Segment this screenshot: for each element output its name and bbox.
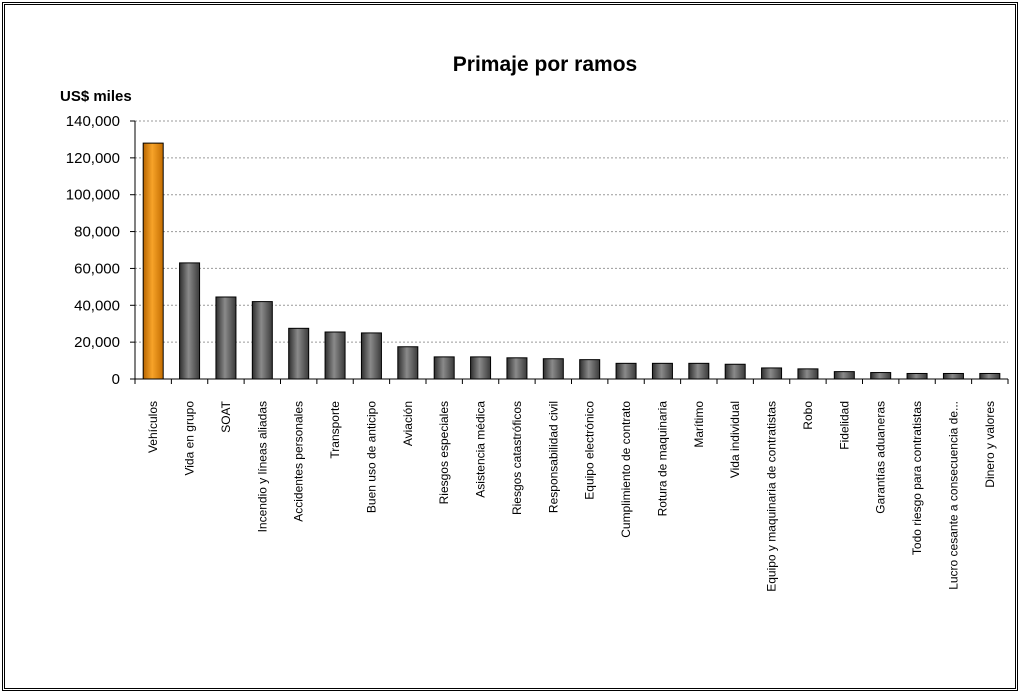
x-tick-label: Responsabilidad civil [546,401,560,513]
x-tick-label: Rotura de maquinaria [655,401,669,517]
y-tick-label: 40,000 [74,297,120,314]
bar-22 [942,372,964,380]
x-tick-label: Fidelidad [837,401,851,450]
bar-9 [470,356,492,380]
x-tick-label: Transporte [328,401,342,459]
bar-5 [324,331,346,380]
bar-14 [651,362,673,380]
bar-13 [615,362,637,380]
bar-21 [906,372,928,380]
x-tick-label: Riesgos catastróficos [510,401,524,515]
y-tick-label: 140,000 [66,113,120,130]
x-tick-label: Accidentes personales [292,401,306,522]
bar-17 [761,367,783,380]
x-tick-label: Vida individual [728,401,742,478]
x-tick-label: Cumplimiento de contrato [619,401,633,538]
y-tick-label: 0 [112,371,120,388]
x-tick-label: SOAT [219,400,233,432]
bar-20 [870,372,892,380]
x-tick-label: Buen uso de anticipo [364,401,378,513]
x-tick-label: Equipo y maquinaria de contratistas [765,401,779,592]
y-tick-label: 60,000 [74,260,120,277]
x-tick-label: Garantías aduaneras [874,401,888,514]
axes [134,121,1008,380]
bar-4 [288,327,310,380]
bar-23 [979,372,1001,380]
bar-19 [833,371,855,380]
y-tick-label: 20,000 [74,334,120,351]
x-tick-label: Vehículos [146,401,160,453]
bar-0 [142,142,164,380]
bars [142,142,1001,380]
x-tick-label: Riesgos especiales [437,401,451,504]
x-tick-label: Robo [801,401,815,430]
x-tick-label: Marítimo [692,401,706,448]
bar-11 [542,358,564,380]
y-axis-unit-label: US$ miles [60,88,132,105]
chart-title: Primaje por ramos [453,53,637,76]
bar-16 [724,363,746,380]
x-axis-ticks: Vehículos Vida en grupo SOAT Incendio y lín… [134,379,1009,592]
chart-frame [2,2,1018,691]
bar-1 [179,262,201,380]
x-tick-label: Lucro cesante a consecuencia de... [946,401,960,590]
bar-6 [360,332,382,380]
x-tick-label: Incendio y líneas aliadas [255,401,269,532]
bar-2 [215,296,237,380]
bar-18 [797,368,819,380]
y-tick-label: 120,000 [66,150,120,167]
x-tick-label: Dinero y valores [983,401,997,488]
y-tick-label: 80,000 [74,224,120,241]
x-tick-label: Vida en grupo [183,401,197,476]
x-tick-label: Aviación [401,401,415,446]
x-tick-label: Todo riesgo para contratistas [910,401,924,555]
x-tick-label: Asistencia médica [474,401,488,498]
bar-12 [579,359,601,380]
bar-8 [433,356,455,380]
bar-3 [251,301,273,380]
y-tick-label: 100,000 [66,187,120,204]
gridlines [135,120,1008,343]
bar-7 [397,346,419,380]
x-tick-label: Equipo electrónico [583,401,597,500]
y-axis-ticks: 0 20,000 40,000 60,000 80,000 100,000 120,000 1… [66,113,135,388]
bar-10 [506,357,528,380]
bar-15 [688,362,710,380]
